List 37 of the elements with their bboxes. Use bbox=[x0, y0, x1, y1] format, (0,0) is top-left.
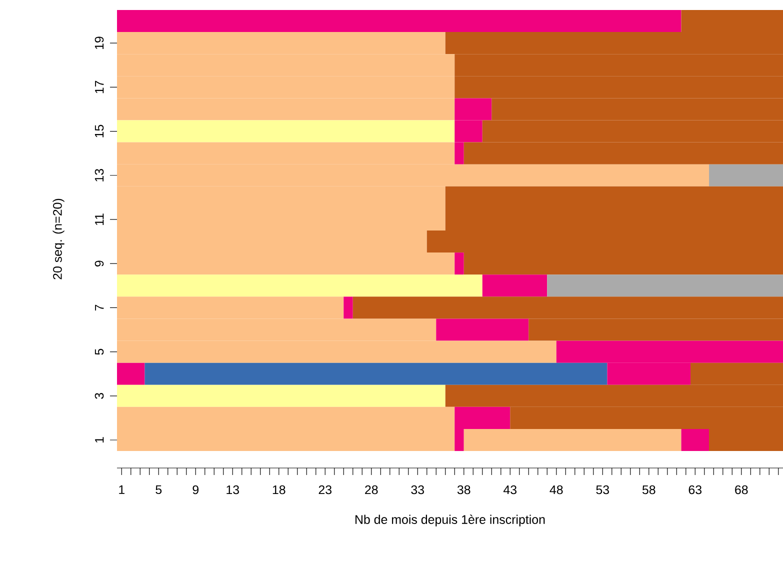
x-tick-label: 68 bbox=[735, 485, 748, 494]
x-tick-label: 58 bbox=[642, 485, 656, 494]
y-tick-label: 9 bbox=[94, 260, 104, 266]
x-tick-label: 63 bbox=[688, 485, 702, 494]
bar bbox=[454, 252, 464, 275]
x-tick-label: 13 bbox=[226, 485, 239, 494]
x-tick-label: 38 bbox=[457, 485, 470, 494]
x-tick-label: 28 bbox=[365, 485, 378, 494]
bar bbox=[709, 164, 783, 186]
y-tick-label: 5 bbox=[94, 348, 104, 355]
x-tick-label: 9 bbox=[192, 485, 199, 494]
bar bbox=[117, 120, 455, 142]
bar bbox=[144, 362, 608, 385]
y-tick-label: 13 bbox=[94, 169, 104, 182]
y-axis-title: 20 seq. (n=20) bbox=[52, 198, 64, 280]
x-tick-label: 5 bbox=[156, 485, 162, 494]
y-tick-label: 11 bbox=[95, 214, 104, 225]
bar bbox=[117, 274, 482, 297]
bar bbox=[344, 296, 353, 319]
bar bbox=[117, 384, 446, 407]
bar bbox=[436, 318, 529, 341]
y-tick-label: 17 bbox=[95, 80, 104, 94]
y-tick-label: 7 bbox=[95, 304, 104, 311]
y-tick-label: 19 bbox=[94, 36, 104, 50]
y-tick-label: 1 bbox=[95, 437, 104, 443]
x-tick-label: 53 bbox=[596, 485, 610, 494]
y-tick-label: 15 bbox=[94, 124, 104, 138]
x-tick-label: 43 bbox=[503, 485, 516, 494]
x-tick-label: 33 bbox=[411, 485, 424, 494]
x-tick-label: 23 bbox=[318, 485, 332, 494]
x-axis-title: Nb de mois depuis 1ère inscription bbox=[355, 514, 545, 526]
x-tick-label: 48 bbox=[550, 485, 563, 494]
x-tick-label: 18 bbox=[272, 485, 286, 494]
x-tick-label: 1 bbox=[119, 485, 124, 494]
bar bbox=[547, 274, 783, 297]
bar bbox=[482, 274, 548, 297]
y-tick-label: 3 bbox=[94, 392, 104, 399]
